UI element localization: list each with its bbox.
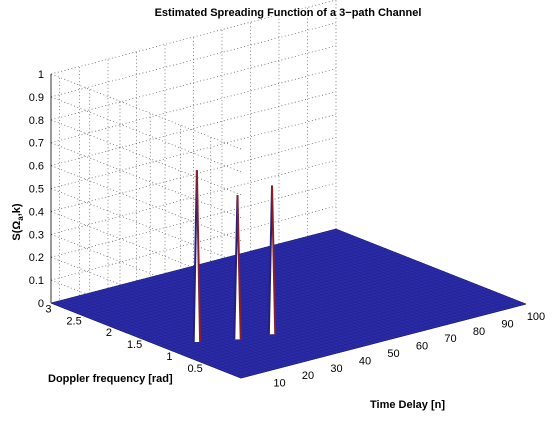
- peak-edge-right: [271, 185, 277, 335]
- peak-edge-left: [267, 185, 274, 335]
- mesh-line: [164, 273, 451, 349]
- mesh-line: [74, 238, 360, 313]
- z-tick-label: 0.3: [29, 229, 44, 241]
- mesh-line: [202, 288, 489, 364]
- x-tick-label: 90: [501, 318, 513, 330]
- x-tick-label: 20: [302, 370, 314, 382]
- gridline-backwall-z: [50, 182, 337, 258]
- mesh-line: [169, 275, 455, 351]
- z-tick-label: 0.2: [29, 252, 44, 264]
- y-tick-label: 3: [45, 303, 51, 315]
- y-tick-label: 0.5: [187, 363, 202, 375]
- z-tick-label: 0.5: [29, 184, 44, 196]
- y-tick-label: 2.5: [66, 315, 81, 327]
- gridline-leftwall-z: [50, 73, 242, 150]
- mesh-line: [198, 286, 484, 362]
- mesh-line: [226, 298, 512, 373]
- peak-layer: [192, 170, 277, 342]
- gridline-leftwall-z: [50, 233, 242, 310]
- mesh-line: [231, 300, 517, 375]
- peak-edge-left: [233, 195, 239, 340]
- peak-3: [267, 185, 277, 335]
- gridline-backwall-z: [50, 205, 337, 281]
- z-tick-label: 0.9: [29, 92, 44, 104]
- gridline-backwall-z: [50, 68, 337, 144]
- peak-1: [192, 170, 202, 342]
- mesh-line: [98, 247, 384, 322]
- gridline-leftwall-z: [50, 188, 242, 264]
- gridline-leftwall-z: [50, 119, 242, 196]
- mesh-line: [155, 270, 441, 345]
- z-axis-label: S(Ωa,k): [11, 203, 25, 240]
- mesh-line: [60, 232, 346, 307]
- mesh-line: [174, 277, 460, 352]
- mesh-line: [84, 241, 370, 317]
- y-tick-label: 1.5: [127, 339, 142, 351]
- mesh-line: [69, 236, 356, 311]
- x-tick-label: 100: [527, 311, 545, 323]
- mesh-line: [103, 249, 389, 324]
- peak-2: [233, 195, 242, 340]
- mesh-line: [117, 255, 403, 330]
- gridline-backwall-z: [50, 22, 337, 98]
- x-tick-label: 70: [444, 333, 456, 345]
- gridline-backwall-z: [50, 114, 337, 189]
- x-tick-label: 80: [473, 326, 485, 338]
- x-tick-label: 30: [330, 363, 342, 375]
- x-axis-label: Time Delay [n]: [370, 399, 445, 411]
- mesh-line: [88, 243, 375, 319]
- mesh-line: [221, 296, 508, 371]
- chart-title: Estimated Spreading Function of a 3−path…: [155, 7, 422, 19]
- mesh-line: [217, 294, 503, 369]
- peak-edge-left: [192, 170, 198, 342]
- gridline-leftwall-z: [50, 142, 242, 219]
- gridline-leftwall-z: [50, 96, 242, 173]
- mesh-line: [240, 303, 527, 379]
- gridline-leftwall-z: [50, 165, 242, 241]
- z-tick-label: 0.4: [29, 206, 44, 218]
- gridline-backwall-z: [50, 45, 337, 121]
- gridline-leftwall-z: [50, 211, 242, 287]
- x-tick-label: 40: [359, 355, 371, 367]
- z-tick-label: 0.6: [29, 161, 44, 173]
- x-tick-label: 10: [273, 378, 285, 390]
- mesh-line: [160, 271, 446, 347]
- mesh-line: [107, 251, 394, 326]
- z-tick-label: 0: [38, 298, 44, 310]
- mesh-line: [79, 240, 365, 315]
- y-tick-label: 1: [166, 351, 172, 363]
- peak-edge-right: [236, 195, 242, 340]
- mesh-line: [65, 234, 351, 309]
- mesh-line: [236, 301, 522, 377]
- mesh-line: [179, 279, 465, 354]
- peak-edge-right: [195, 170, 202, 342]
- mesh-line: [188, 283, 474, 358]
- mesh-line: [122, 256, 408, 332]
- mesh-line: [183, 281, 470, 356]
- gridline-backwall-z: [50, 0, 337, 75]
- x-tick-label: 60: [416, 341, 428, 353]
- tick-layer: 0 0.1 0.2 0.3 0.4 0.5 0.6 0.7 0.8 0.9 1 0.5 1 1.5 2 2.5…: [29, 69, 545, 390]
- y-axis-label: Doppler frequency [rad]: [48, 373, 173, 385]
- mesh-line: [141, 264, 427, 339]
- gridline-backwall-z: [50, 91, 337, 166]
- z-tick-label: 0.7: [29, 138, 44, 150]
- mesh-line: [112, 253, 398, 328]
- mesh-line: [193, 285, 479, 360]
- gridline-backwall-z: [50, 137, 337, 212]
- z-tick-label: 0.1: [29, 275, 44, 287]
- mesh-line: [136, 262, 422, 337]
- y-tick-label: 2: [106, 327, 112, 339]
- surface-mesh: [50, 228, 527, 379]
- z-tick-label: 1: [38, 69, 44, 81]
- gridline-backwall-z: [50, 159, 337, 235]
- mesh-line: [50, 228, 337, 304]
- x-tick-label: 50: [387, 348, 399, 360]
- z-tick-label: 0.8: [29, 115, 44, 127]
- mesh-line: [207, 290, 493, 366]
- mesh-line: [212, 292, 498, 367]
